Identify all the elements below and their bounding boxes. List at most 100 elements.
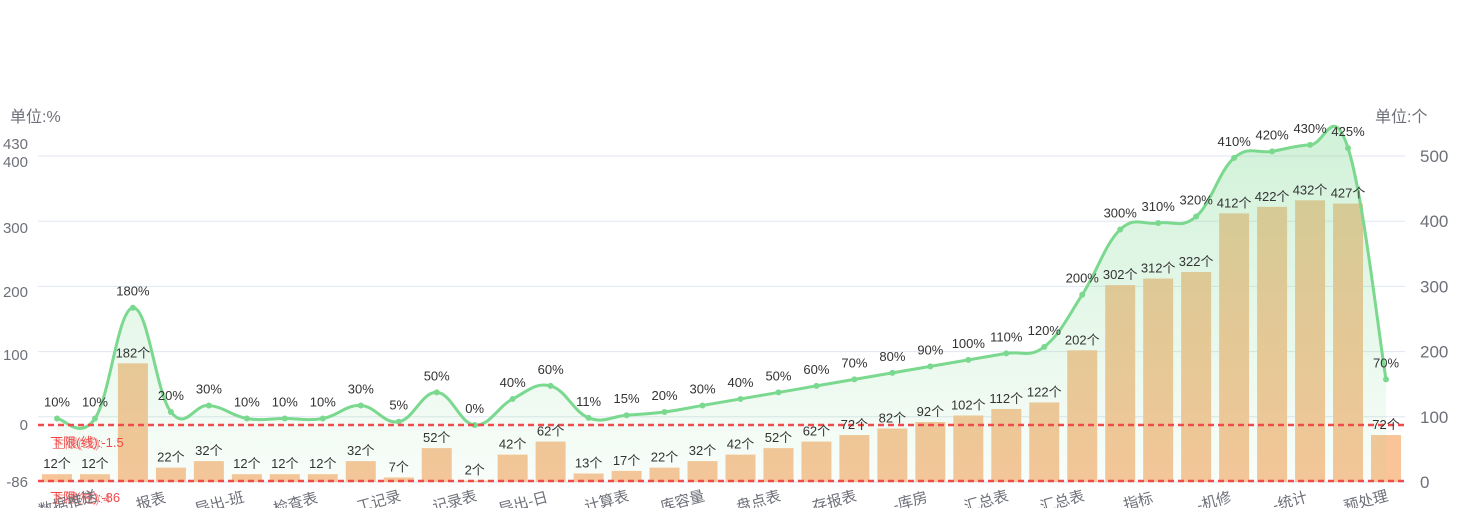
bar-data-label: 62个	[537, 424, 564, 439]
bar-data-label: 52个	[765, 430, 792, 445]
left-axis-tick: 430	[3, 136, 28, 153]
bar-data-label: 102个	[951, 397, 986, 412]
bar-data-label: 312个	[1141, 261, 1176, 276]
x-axis-tick: …库容量	[644, 488, 706, 508]
line-data-label: 0%	[465, 401, 484, 416]
bar-data-label: 32个	[195, 443, 222, 458]
x-axis-tick: 导出-日	[497, 489, 550, 508]
line-data-label: 90%	[917, 342, 943, 357]
bar-data-label: 52个	[423, 430, 450, 445]
right-axis-unit-label: 单位:个	[1375, 109, 1428, 126]
line-point	[585, 414, 592, 421]
x-axis-tick: …计算表	[568, 487, 631, 508]
line-data-label: 30%	[348, 381, 374, 396]
line-point	[547, 382, 554, 389]
line-data-label: 430%	[1293, 121, 1327, 136]
line-point	[167, 408, 174, 415]
bar-data-label: 7个	[389, 459, 409, 474]
x-axis-tick: …-库房	[877, 489, 930, 508]
line-data-label: 425%	[1331, 124, 1365, 139]
line-point	[851, 376, 858, 383]
line-data-label: 70%	[841, 355, 867, 370]
line-data-label: 300%	[1104, 206, 1138, 221]
line-data-label: 60%	[803, 362, 829, 377]
bar-data-label: 427个	[1331, 186, 1366, 201]
line-point	[737, 395, 744, 402]
bar-data-label: 82个	[879, 411, 906, 426]
line-data-label: 15%	[614, 391, 640, 406]
bar-data-label: 412个	[1217, 195, 1252, 210]
line-data-label: 100%	[952, 336, 986, 351]
line-point	[471, 422, 478, 428]
line-point	[889, 369, 896, 376]
x-axis-tick: …工记录	[340, 488, 402, 508]
x-axis-tick: …记录表	[416, 488, 478, 508]
line-point	[699, 402, 706, 409]
bar-data-label: 322个	[1179, 254, 1214, 269]
bar-data-label: 182个	[116, 345, 151, 360]
line-point	[1117, 226, 1124, 233]
line-data-label: 10%	[44, 394, 70, 409]
markline-label: 下限(线):-1.5	[50, 435, 124, 450]
line-data-label: 40%	[500, 375, 526, 390]
line-point	[661, 408, 668, 415]
right-axis-tick: 300	[1420, 277, 1448, 296]
left-axis-tick: 200	[3, 284, 28, 301]
line-data-label: 120%	[1028, 323, 1062, 338]
line-point	[395, 418, 402, 425]
line-data-label: 410%	[1218, 134, 1252, 149]
line-point	[1231, 154, 1238, 161]
line-point	[243, 415, 250, 422]
right-axis-tick: 400	[1420, 212, 1448, 231]
line-data-label: 10%	[272, 394, 298, 409]
bar-data-label: 202个	[1065, 332, 1100, 347]
bar-data-label: 12个	[233, 456, 260, 471]
right-axis-tick: 200	[1420, 343, 1448, 362]
bar-data-label: 112个	[989, 391, 1023, 406]
line-point	[319, 415, 326, 422]
markline-label: 主限(线):	[52, 436, 103, 451]
x-axis-tick: …指标	[1107, 490, 1155, 508]
line-data-label: 30%	[689, 381, 715, 396]
line-point	[357, 402, 364, 409]
left-axis-tick: 400	[3, 154, 28, 171]
line-point	[1383, 376, 1390, 383]
line-data-label: 50%	[424, 368, 450, 383]
bar-data-label: 12个	[81, 456, 108, 471]
x-axis-tick: …-统计	[1257, 489, 1310, 508]
bar-data-label: 2个	[465, 463, 485, 478]
line-point	[965, 356, 972, 363]
line-point	[1307, 141, 1314, 148]
x-axis-tick: …-机修	[1181, 489, 1234, 508]
markline-label: 主限(柱):4	[52, 491, 111, 506]
line-point	[623, 412, 630, 419]
left-axis-tick: 300	[3, 220, 28, 237]
bar-data-label: 12个	[43, 456, 70, 471]
left-axis-tick: -86	[6, 474, 28, 491]
line-point	[1041, 343, 1048, 350]
line-data-label: 180%	[116, 284, 150, 299]
bar-data-label: 13个	[575, 456, 602, 471]
line-point	[129, 304, 136, 311]
line-data-label: 20%	[158, 388, 184, 403]
x-axis-tick: …汇总表	[1024, 488, 1086, 508]
line-data-label: 5%	[389, 398, 408, 413]
line-area	[56, 126, 1387, 482]
line-data-label: 200%	[1066, 271, 1100, 286]
line-point	[91, 415, 98, 422]
line-data-label: 50%	[765, 368, 791, 383]
left-axis-tick: 100	[3, 347, 28, 364]
bar-data-label: 72个	[841, 417, 868, 432]
bar-data-label: 12个	[309, 456, 336, 471]
x-axis-tick: 导出-班	[193, 489, 246, 508]
line-data-label: 310%	[1142, 199, 1176, 214]
x-axis-tick: …盘点表	[720, 487, 783, 508]
line-data-label: 10%	[234, 394, 260, 409]
line-point	[775, 389, 782, 396]
x-axis-tick: …预处理	[1328, 488, 1390, 508]
line-point	[1269, 148, 1276, 155]
line-data-label: 420%	[1255, 127, 1289, 142]
line-data-label: 60%	[538, 362, 564, 377]
left-axis-tick: 0	[20, 417, 28, 434]
